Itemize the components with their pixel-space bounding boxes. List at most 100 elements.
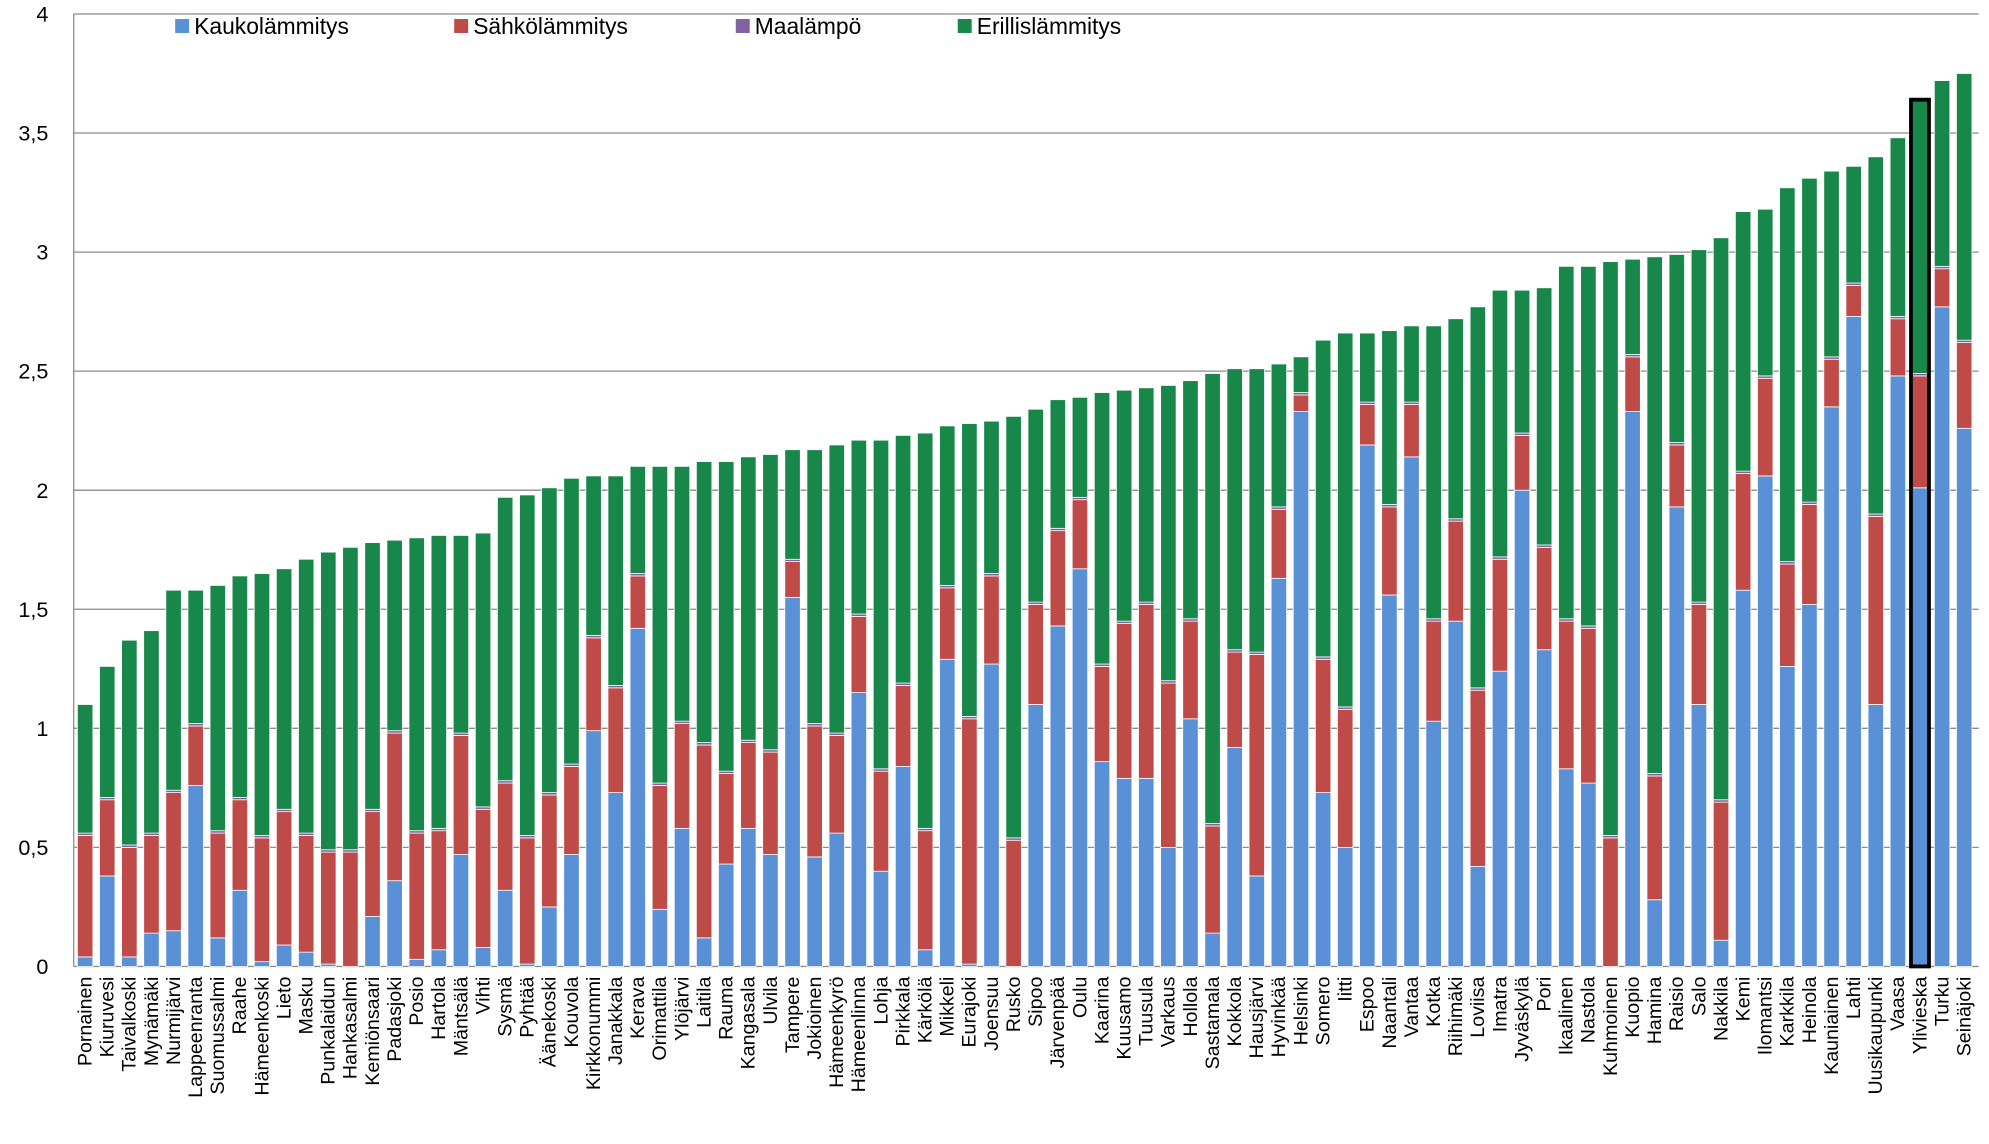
y-tick-label: 0 [36, 954, 48, 979]
bar-segment [541, 906, 558, 967]
bar-segment [1381, 594, 1398, 967]
bar-segment [1138, 387, 1155, 603]
bar-segment [673, 827, 691, 967]
bar-segment [1668, 506, 1685, 967]
bar-segment [1646, 899, 1663, 967]
x-tick-label: Posio [406, 977, 428, 1026]
bar-segment [364, 916, 381, 967]
x-tick-label: Joensuu [981, 977, 1003, 1051]
bar-segment [541, 487, 558, 793]
bar-segment [1160, 385, 1177, 682]
x-tick-label: Sysmä [495, 977, 517, 1037]
bar-segment [1049, 625, 1066, 967]
bar-segment [1027, 408, 1044, 603]
bar-segment [1425, 720, 1442, 967]
x-tick-label: Loviisa [1467, 977, 1489, 1038]
bar-segment [1093, 761, 1111, 967]
y-tick-label: 3 [36, 240, 48, 265]
bar-segment [143, 630, 160, 834]
bar-segment [1226, 746, 1243, 967]
bar-segment [1248, 875, 1265, 967]
x-tick-label: Rusko [1003, 977, 1025, 1033]
bar-segment [1204, 825, 1221, 934]
bar-segment [1226, 368, 1243, 651]
x-tick-label: Kemi [1732, 977, 1754, 1022]
x-tick-label: Kuusamo [1113, 977, 1135, 1060]
bar-segment [253, 961, 271, 967]
bar-segment [629, 575, 646, 629]
bar-segment [1359, 332, 1376, 403]
x-tick-label: Padasjoki [384, 977, 406, 1062]
bar-segment [740, 742, 757, 829]
bar-segment [519, 494, 536, 836]
bar-segment [187, 589, 204, 724]
x-tick-label: Järvenpää [1047, 977, 1069, 1069]
bar-segment [673, 466, 691, 722]
bar-segment [386, 732, 403, 882]
x-tick-label: Hartola [428, 977, 450, 1040]
x-tick-label: Punkalaidun [318, 977, 340, 1085]
bar-segment [430, 949, 447, 967]
highlight-box [1909, 97, 1931, 969]
x-tick-label: Somero [1312, 977, 1334, 1046]
bar-segment [784, 449, 801, 560]
bar-segment [1359, 444, 1376, 967]
bar-segment [740, 456, 757, 741]
x-tick-label: Janakkala [605, 977, 627, 1066]
x-tick-label: Lahti [1843, 977, 1865, 1020]
bar-segment [364, 542, 381, 810]
bar-segment [77, 704, 94, 834]
bar-segment [1779, 666, 1796, 967]
x-tick-label: Kemiönsaari [362, 977, 384, 1086]
bar-segment [474, 532, 492, 808]
bar-segment [563, 477, 580, 765]
x-tick-label: Hämeenkyrö [826, 977, 848, 1088]
bar-segment [828, 832, 845, 967]
bar-segment [1138, 604, 1155, 779]
legend-label: Erillislämmitys [977, 13, 1121, 39]
bar-segment [894, 685, 912, 767]
bar-segment [1867, 156, 1884, 515]
bar-segment [1712, 237, 1730, 801]
bar-segment [342, 546, 359, 851]
x-tick-label: Seinäjoki [1954, 977, 1976, 1057]
bar-segment [828, 735, 845, 834]
bar-segment [1071, 396, 1089, 498]
bar-segment [1005, 415, 1022, 839]
x-tick-label: Lohja [870, 977, 892, 1025]
bar-segment [607, 792, 624, 967]
bar-segment [673, 723, 691, 829]
bar-segment [1337, 846, 1354, 967]
bar-segment [1911, 99, 1929, 374]
bar-segment [1536, 546, 1553, 651]
x-tick-label: Ulvila [760, 977, 782, 1025]
x-tick-label: Kuhmoinen [1600, 977, 1622, 1076]
bar-segment [917, 949, 934, 967]
bar-segment [983, 663, 1000, 967]
bar-segment [1248, 654, 1265, 877]
bar-segment [894, 766, 912, 967]
bar-segment [1381, 506, 1398, 596]
bar-segment [342, 851, 359, 967]
x-tick-label: Kaarina [1091, 977, 1113, 1045]
bar-segment [187, 785, 204, 967]
bar-segment [1005, 839, 1022, 967]
legend-swatch [735, 19, 750, 33]
bar-segment [894, 435, 912, 684]
bar-segment [1049, 530, 1066, 627]
bar-segment [1403, 404, 1420, 458]
x-tick-label: Hamina [1644, 977, 1666, 1045]
bar-segment [1580, 265, 1597, 627]
bar-segment [1204, 373, 1221, 824]
bar-segment [1425, 325, 1442, 620]
y-tick-label: 2 [36, 478, 48, 503]
bar-segment [364, 811, 381, 917]
x-tick-label: Suomussalmi [207, 977, 229, 1095]
bar-segment [1292, 356, 1310, 393]
bar-segment [1027, 704, 1044, 967]
x-tick-label: Sastamala [1202, 977, 1224, 1070]
bar-segment [99, 875, 116, 967]
x-tick-label: Orimattila [649, 977, 671, 1061]
x-tick-label: Mikkeli [937, 977, 959, 1037]
legend-label: Maalämpö [755, 13, 862, 39]
